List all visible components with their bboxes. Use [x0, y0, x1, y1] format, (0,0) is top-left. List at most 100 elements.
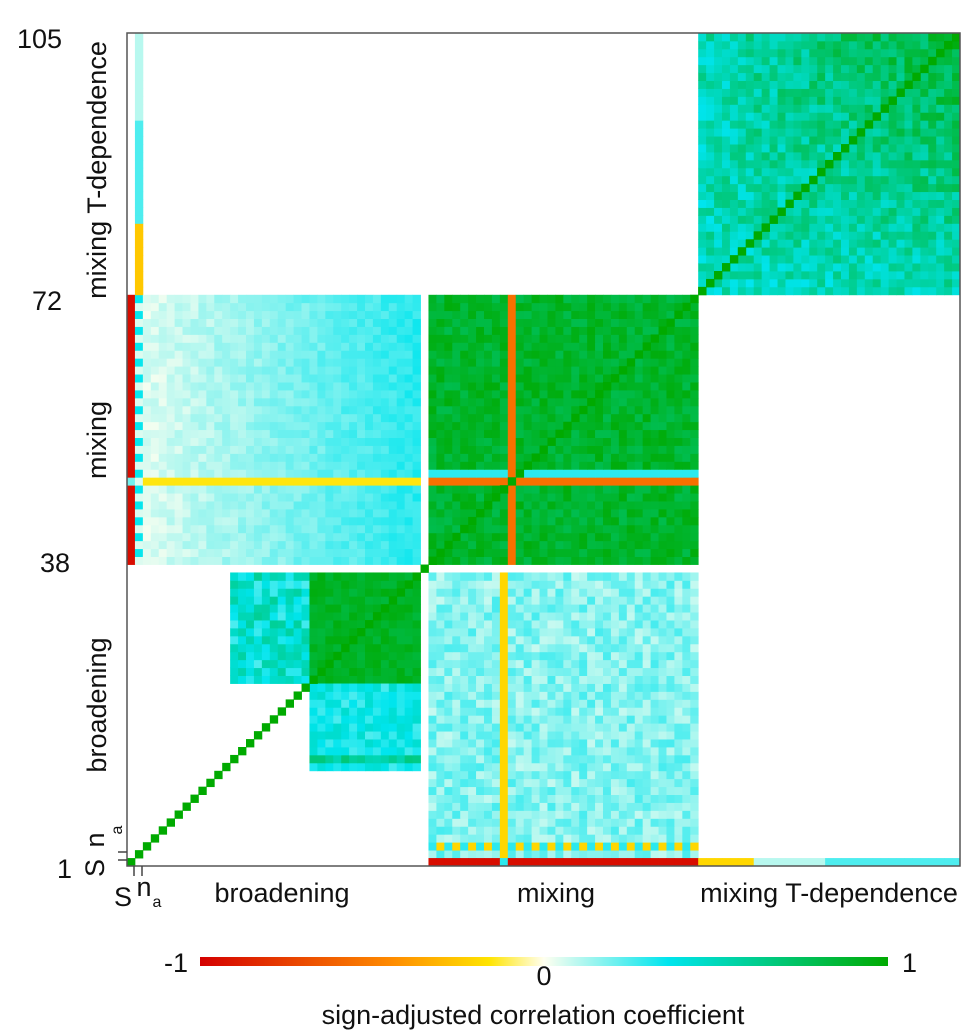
heatmap-cell — [404, 294, 413, 304]
heatmap-cell — [388, 715, 398, 724]
heatmap-cell — [460, 342, 469, 351]
heatmap-cell — [317, 350, 326, 359]
heatmap-cell — [436, 342, 445, 351]
heatmap-cell — [499, 493, 509, 502]
heatmap-cell — [301, 334, 310, 343]
heatmap-cell — [729, 263, 739, 272]
heatmap-cell — [182, 540, 191, 550]
heatmap-cell — [833, 136, 842, 145]
heatmap-cell — [936, 64, 945, 74]
heatmap-cell — [499, 818, 509, 827]
heatmap-cell — [658, 556, 667, 565]
heatmap-cell — [555, 524, 564, 534]
heatmap-cell — [603, 516, 612, 526]
heatmap-cell — [531, 699, 540, 708]
heatmap-cell — [650, 786, 659, 795]
heatmap-cell — [150, 516, 160, 526]
heatmap-cell — [936, 159, 945, 169]
heatmap-cell — [460, 754, 469, 764]
heatmap-cell — [206, 516, 215, 526]
heatmap-cell — [920, 80, 929, 89]
heatmap-cell — [246, 667, 255, 676]
heatmap-cell — [674, 509, 683, 518]
heatmap-cell — [595, 310, 604, 319]
heatmap-cell — [182, 516, 191, 526]
heatmap-cell — [246, 461, 255, 470]
heatmap-cell — [380, 699, 390, 708]
heatmap-cell — [325, 318, 334, 327]
heatmap-cell — [610, 358, 620, 367]
heatmap-cell — [293, 437, 302, 446]
heatmap-cell — [452, 374, 461, 383]
heatmap-cell — [531, 643, 540, 653]
heatmap-cell — [460, 540, 469, 550]
heatmap-cell — [246, 524, 255, 534]
heatmap-cell — [737, 199, 747, 208]
heatmap-cell — [150, 382, 160, 391]
heatmap-cell — [285, 405, 294, 415]
heatmap-cell — [729, 80, 739, 89]
heatmap-cell — [618, 723, 628, 732]
heatmap-cell — [928, 72, 937, 81]
heatmap-cell — [380, 294, 390, 304]
heatmap-cell — [690, 691, 699, 700]
heatmap-cell — [737, 56, 747, 66]
heatmap-cell — [817, 207, 826, 216]
heatmap-cell — [444, 699, 453, 708]
heatmap-cell — [246, 469, 255, 478]
heatmap-cell — [579, 493, 588, 502]
heatmap-cell — [230, 596, 239, 605]
heatmap-cell — [491, 651, 501, 661]
heatmap-cell — [714, 263, 723, 272]
heatmap-cell — [134, 445, 144, 454]
heatmap-cell — [642, 405, 651, 415]
heatmap-cell — [380, 461, 390, 470]
heatmap-cell — [127, 548, 136, 557]
heatmap-cell — [610, 453, 620, 462]
heatmap-cell — [928, 40, 937, 50]
heatmap-cell — [523, 516, 532, 526]
heatmap-cell — [388, 604, 398, 613]
heatmap-cell — [357, 485, 366, 494]
heatmap-cell — [476, 675, 485, 684]
heatmap-cell — [142, 556, 152, 565]
heatmap-cell — [269, 667, 279, 676]
heatmap-cell — [293, 532, 302, 542]
heatmap-cell — [277, 501, 287, 510]
heatmap-cell — [372, 477, 382, 486]
heatmap-cell — [714, 136, 723, 145]
heatmap-cell — [595, 429, 604, 438]
heatmap-cell — [706, 191, 715, 200]
heatmap-cell — [785, 207, 794, 216]
heatmap-cell — [150, 318, 160, 327]
heatmap-cell — [587, 540, 596, 550]
heatmap-cell — [317, 397, 326, 407]
heatmap-cell — [555, 826, 564, 835]
heatmap-cell — [341, 604, 350, 613]
heatmap-cell — [801, 48, 810, 58]
heatmap-cell — [737, 152, 747, 161]
heatmap-cell — [737, 175, 747, 185]
heatmap-cell — [936, 80, 945, 89]
heatmap-cell — [769, 96, 778, 105]
heatmap-cell — [579, 810, 588, 819]
heatmap-cell — [253, 374, 263, 383]
heatmap-cell — [872, 278, 882, 288]
heatmap-cell — [848, 64, 858, 74]
heatmap-cell — [618, 762, 628, 772]
heatmap-cell — [515, 667, 525, 676]
heatmap-cell — [888, 278, 897, 288]
heatmap-cell — [388, 294, 398, 304]
heatmap-cell — [372, 699, 382, 708]
heatmap-cell — [317, 556, 326, 565]
heatmap-cell — [714, 80, 723, 89]
heatmap-cell — [833, 247, 842, 256]
heatmap-cell — [666, 651, 675, 661]
heatmap-cell — [848, 207, 858, 216]
heatmap-cell — [333, 461, 342, 470]
heatmap-cell — [484, 437, 493, 446]
heatmap-cell — [777, 120, 786, 129]
heatmap-cell — [563, 461, 572, 470]
heatmap-cell — [690, 715, 699, 724]
heatmap-cell — [737, 263, 747, 272]
